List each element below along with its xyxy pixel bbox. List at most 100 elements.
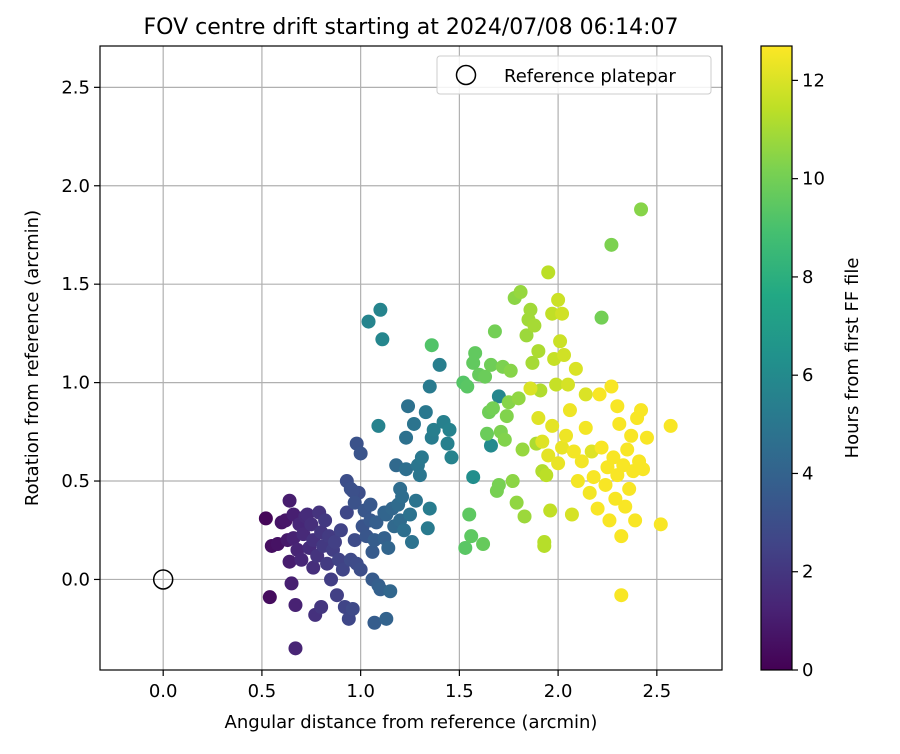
data-point xyxy=(423,502,437,516)
data-point xyxy=(444,450,458,464)
colorbar-label: Hours from first FF file xyxy=(842,258,863,459)
data-point xyxy=(379,612,393,626)
data-point xyxy=(330,588,344,602)
data-point xyxy=(498,433,512,447)
data-point xyxy=(634,403,648,417)
data-point xyxy=(537,539,551,553)
data-point xyxy=(367,616,381,630)
data-point xyxy=(579,387,593,401)
data-point xyxy=(555,307,569,321)
data-point xyxy=(622,482,636,496)
data-point xyxy=(383,584,397,598)
data-point xyxy=(531,411,545,425)
plot-area xyxy=(100,46,722,670)
data-point xyxy=(557,348,571,362)
data-point xyxy=(314,600,328,614)
data-point xyxy=(618,500,632,514)
data-point xyxy=(375,332,389,346)
data-point xyxy=(348,533,362,547)
data-point xyxy=(334,523,348,537)
y-tick-label: 0.5 xyxy=(61,471,90,492)
data-point xyxy=(288,641,302,655)
legend: Reference platepar xyxy=(437,56,711,94)
data-point xyxy=(563,403,577,417)
data-point xyxy=(401,399,415,413)
data-point xyxy=(595,311,609,325)
data-point xyxy=(409,494,423,508)
data-point xyxy=(415,450,429,464)
data-point xyxy=(466,470,480,484)
data-point xyxy=(324,572,338,586)
data-point xyxy=(294,553,308,567)
data-point xyxy=(425,338,439,352)
data-point xyxy=(559,429,573,443)
data-point xyxy=(441,437,455,451)
data-point xyxy=(354,446,368,460)
data-point xyxy=(318,513,332,527)
data-point xyxy=(320,557,334,571)
data-point xyxy=(527,319,541,333)
data-point xyxy=(620,443,634,457)
data-point xyxy=(569,362,583,376)
data-point xyxy=(364,498,378,512)
data-point xyxy=(399,462,413,476)
data-point xyxy=(551,456,565,470)
data-point xyxy=(395,490,409,504)
data-point xyxy=(371,419,385,433)
data-point xyxy=(595,441,609,455)
data-point xyxy=(539,468,553,482)
data-point xyxy=(399,431,413,445)
colorbar-tick-label: 12 xyxy=(802,70,825,91)
x-axis-label: Angular distance from reference (arcmin) xyxy=(225,712,598,733)
y-tick-label: 0.0 xyxy=(61,569,90,590)
x-tick-label: 2.0 xyxy=(544,681,573,702)
data-point xyxy=(565,507,579,521)
data-point xyxy=(510,496,524,510)
data-point xyxy=(654,517,668,531)
data-point xyxy=(636,462,650,476)
x-tick-label: 1.0 xyxy=(346,681,375,702)
data-point xyxy=(561,378,575,392)
data-point xyxy=(598,478,612,492)
y-tick-label: 1.0 xyxy=(61,373,90,394)
colorbar-ticks: 0 2 4 6 8 10 12 xyxy=(792,70,825,681)
data-point xyxy=(283,494,297,508)
colorbar-tick-label: 2 xyxy=(802,562,813,583)
data-point xyxy=(571,474,585,488)
x-tick-label: 0.5 xyxy=(248,681,277,702)
data-point xyxy=(484,358,498,372)
data-point xyxy=(583,486,597,500)
data-point xyxy=(354,563,368,577)
data-point xyxy=(541,265,555,279)
data-point xyxy=(397,523,411,537)
y-tick-label: 1.5 xyxy=(61,274,90,295)
data-point xyxy=(259,511,273,525)
data-point xyxy=(512,391,526,405)
y-axis-label: Rotation from reference (arcmin) xyxy=(22,210,43,506)
x-tick-label: 2.5 xyxy=(643,681,672,702)
data-point xyxy=(263,590,277,604)
data-point xyxy=(610,399,624,413)
data-point xyxy=(628,513,642,527)
chart-title: FOV centre drift starting at 2024/07/08 … xyxy=(144,15,679,40)
y-tick-label: 2.0 xyxy=(61,176,90,197)
data-point xyxy=(476,537,490,551)
data-point xyxy=(403,507,417,521)
data-point xyxy=(419,405,433,419)
x-axis-ticks: 0.0 0.5 1.0 1.5 2.0 2.5 xyxy=(149,670,671,702)
data-point xyxy=(492,478,506,492)
data-point xyxy=(464,529,478,543)
data-point xyxy=(407,417,421,431)
data-point xyxy=(575,454,589,468)
data-point xyxy=(602,513,616,527)
data-point xyxy=(593,387,607,401)
data-point xyxy=(460,380,474,394)
data-point xyxy=(283,555,297,569)
data-point xyxy=(523,303,537,317)
data-point xyxy=(614,588,628,602)
data-point xyxy=(288,598,302,612)
data-point xyxy=(591,502,605,516)
y-axis-ticks: 0.00.51.01.52.02.5 xyxy=(61,77,100,590)
data-point xyxy=(506,474,520,488)
